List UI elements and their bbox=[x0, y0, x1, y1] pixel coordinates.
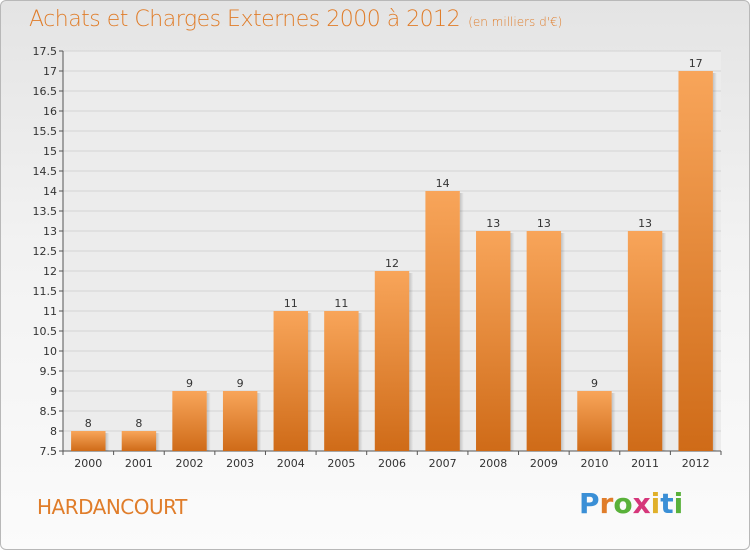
y-tick-label: 16 bbox=[43, 105, 57, 118]
bar-shadow bbox=[409, 273, 414, 451]
bar-shadow bbox=[510, 233, 515, 451]
bar-shadow bbox=[712, 73, 717, 451]
x-tick-label: 2001 bbox=[125, 457, 153, 470]
y-tick-label: 13 bbox=[43, 225, 57, 238]
value-label: 13 bbox=[486, 217, 500, 230]
x-tick-label: 2005 bbox=[327, 457, 355, 470]
proxiti-logo: Proxiti bbox=[579, 487, 683, 520]
logo-letter: t bbox=[660, 487, 674, 520]
value-label: 13 bbox=[537, 217, 551, 230]
y-tick-label: 9 bbox=[50, 385, 57, 398]
town-name: HARDANCOURT bbox=[37, 495, 187, 519]
value-label: 8 bbox=[135, 417, 142, 430]
value-label: 12 bbox=[385, 257, 399, 270]
y-tick-label: 8 bbox=[50, 425, 57, 438]
bar-shadow bbox=[611, 393, 616, 451]
x-tick-label: 2004 bbox=[277, 457, 305, 470]
bar-2012 bbox=[678, 71, 713, 451]
y-tick-label: 11 bbox=[43, 305, 57, 318]
x-tick-label: 2012 bbox=[682, 457, 710, 470]
bar-2003 bbox=[222, 391, 258, 451]
logo-letter: i bbox=[650, 487, 661, 520]
x-tick-label: 2000 bbox=[74, 457, 102, 470]
y-tick-label: 8.5 bbox=[40, 405, 58, 418]
logo-letter: i bbox=[673, 487, 684, 520]
y-tick-label: 17 bbox=[43, 65, 57, 78]
value-label: 8 bbox=[85, 417, 92, 430]
bar-2002 bbox=[172, 391, 207, 451]
bar-shadow bbox=[662, 233, 667, 451]
value-label: 14 bbox=[436, 177, 450, 190]
x-tick-label: 2003 bbox=[226, 457, 254, 470]
logo-letter: x bbox=[632, 487, 651, 520]
bar-2006 bbox=[374, 271, 410, 451]
y-tick-label: 10 bbox=[43, 345, 57, 358]
value-label: 9 bbox=[237, 377, 244, 390]
x-tick-label: 2008 bbox=[479, 457, 507, 470]
bar-shadow bbox=[358, 313, 363, 451]
value-label: 9 bbox=[591, 377, 598, 390]
x-tick-label: 2002 bbox=[176, 457, 204, 470]
value-label: 11 bbox=[284, 297, 298, 310]
bar-shadow bbox=[459, 193, 464, 451]
y-tick-label: 15.5 bbox=[33, 125, 58, 138]
bar-2000 bbox=[71, 431, 106, 451]
x-tick-label: 2009 bbox=[530, 457, 558, 470]
bar-shadow bbox=[156, 433, 161, 451]
bar-2010 bbox=[577, 391, 612, 451]
bar-2008 bbox=[476, 231, 511, 451]
chart-title: Achats et Charges Externes 2000 à 2012 (e… bbox=[29, 7, 563, 32]
bars bbox=[71, 71, 717, 451]
x-tick-label: 2006 bbox=[378, 457, 406, 470]
y-tick-label: 12 bbox=[43, 265, 57, 278]
value-label: 13 bbox=[638, 217, 652, 230]
y-tick-label: 11.5 bbox=[33, 285, 58, 298]
bar-2009 bbox=[526, 231, 562, 451]
value-label: 17 bbox=[689, 57, 703, 70]
y-tick-label: 10.5 bbox=[33, 325, 58, 338]
bar-2007 bbox=[425, 191, 460, 451]
y-tick-label: 14 bbox=[43, 185, 57, 198]
labels: 7.5 8 8.5 9 9.5 10 10.5 11 11.5 12 12.5 13 13.5 14 14.… bbox=[33, 45, 710, 470]
logo-letter: r bbox=[599, 487, 614, 520]
value-label: 11 bbox=[334, 297, 348, 310]
y-tick-label: 14.5 bbox=[33, 165, 58, 178]
y-tick-label: 9.5 bbox=[40, 365, 58, 378]
bar-shadow bbox=[206, 393, 211, 451]
logo-letter: o bbox=[613, 487, 633, 520]
logo-letter: P bbox=[579, 487, 600, 520]
y-tick-label: 16.5 bbox=[33, 85, 58, 98]
bar-2004 bbox=[273, 311, 308, 451]
bar-2001 bbox=[121, 431, 157, 451]
value-label: 9 bbox=[186, 377, 193, 390]
bar-shadow bbox=[257, 393, 262, 451]
bar-2011 bbox=[627, 231, 663, 451]
bar-shadow bbox=[561, 233, 566, 451]
bar-shadow bbox=[105, 433, 110, 451]
y-tick-label: 7.5 bbox=[40, 445, 58, 458]
y-tick-label: 15 bbox=[43, 145, 57, 158]
bar-shadow bbox=[307, 313, 312, 451]
chart-unit: (en milliers d'€) bbox=[468, 15, 563, 29]
x-tick-label: 2010 bbox=[580, 457, 608, 470]
bar-2005 bbox=[324, 311, 359, 451]
y-tick-label: 13.5 bbox=[33, 205, 58, 218]
x-tick-label: 2007 bbox=[429, 457, 457, 470]
y-tick-label: 12.5 bbox=[33, 245, 58, 258]
x-tick-label: 2011 bbox=[631, 457, 659, 470]
y-tick-label: 17.5 bbox=[33, 45, 58, 58]
